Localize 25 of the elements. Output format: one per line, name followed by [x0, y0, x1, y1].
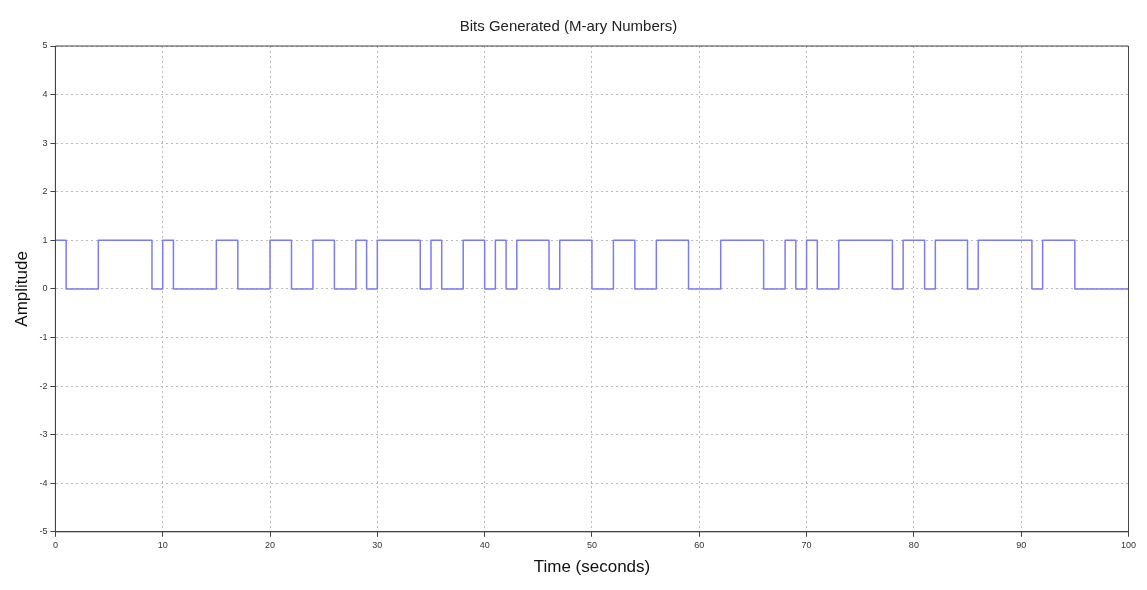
x-tick-label: 10: [157, 539, 168, 550]
x-tick-label: 0: [52, 539, 58, 550]
x-tick-label: 60: [694, 539, 705, 550]
y-tick-label: 3: [42, 137, 48, 148]
y-tick-label: -4: [39, 477, 48, 488]
y-tick-label: 2: [42, 186, 48, 197]
y-axis-title: Amplitude: [11, 251, 31, 327]
chart-title: Bits Generated (M-ary Numbers): [459, 17, 678, 35]
y-tick-label: 1: [42, 234, 48, 245]
y-tick-label: -2: [39, 380, 48, 391]
y-tick-label: 0: [42, 283, 48, 294]
x-tick-label: 40: [479, 539, 490, 550]
y-tick-label: 4: [42, 89, 48, 100]
x-tick-label: 80: [908, 539, 919, 550]
y-tick-label: -3: [39, 429, 48, 440]
x-tick-label: 90: [1016, 539, 1027, 550]
y-tick-label: -1: [39, 331, 48, 342]
x-tick-label: 100: [1120, 539, 1137, 550]
y-tick-label: -5: [39, 526, 48, 537]
y-tick-label: 5: [42, 40, 48, 51]
x-tick-label: 70: [801, 539, 812, 550]
x-axis-title: Time (seconds): [533, 557, 651, 577]
x-tick-label: 30: [372, 539, 383, 550]
x-tick-label: 20: [265, 539, 276, 550]
x-tick-label: 50: [586, 539, 597, 550]
